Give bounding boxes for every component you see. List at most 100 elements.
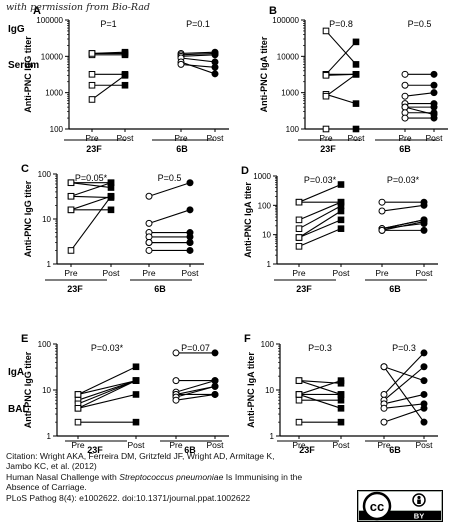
y-tick-label: 100 xyxy=(38,340,52,349)
subject-line xyxy=(381,219,425,230)
y-tick-label: 1000 xyxy=(253,172,271,181)
subject-line xyxy=(381,221,425,231)
p-value-label: P=0.3 xyxy=(392,343,416,353)
p-value-label: P=0.3 xyxy=(308,343,332,353)
subject-line xyxy=(70,182,112,197)
post-marker xyxy=(211,390,219,398)
p-value-label: P=0.5 xyxy=(158,173,182,183)
cc-circle-icon xyxy=(362,491,392,521)
pre-marker xyxy=(172,377,180,385)
x-tick-label: Pre xyxy=(375,268,389,278)
post-marker xyxy=(132,391,140,398)
pre-marker xyxy=(295,216,303,224)
subject-line xyxy=(298,210,342,238)
pre-marker xyxy=(145,246,153,254)
subject-line xyxy=(175,393,216,401)
post-marker xyxy=(337,207,345,215)
citation-title-end: Is Immunising in the xyxy=(223,471,303,482)
post-marker xyxy=(121,81,129,89)
group-label: 23F xyxy=(320,144,336,154)
post-marker xyxy=(211,382,219,390)
group-label: 6B xyxy=(389,445,401,455)
person-head-icon xyxy=(417,495,421,500)
post-marker xyxy=(211,377,219,385)
subject-line xyxy=(148,209,191,224)
row-label-iga: IgA xyxy=(8,367,24,378)
p-value-label: P=0.5 xyxy=(408,19,432,29)
subject-line xyxy=(70,182,112,189)
x-tick-label: Pre xyxy=(142,268,156,278)
panel-e: E 1 10 100 Anti-PNC IgG titer Pre Post P=0.03* 2… xyxy=(21,333,229,455)
post-marker xyxy=(211,70,219,78)
post-marker xyxy=(420,390,428,398)
subject-line xyxy=(298,184,342,203)
post-marker xyxy=(337,418,345,426)
citation-line-5: PLoS Pathog 8(4): e1002622. doi:10.1371/… xyxy=(6,492,251,503)
y-tick-label: 1 xyxy=(47,260,52,269)
pre-marker xyxy=(322,27,330,35)
citation-line-3: Human Nasal Challenge with Streptococcus… xyxy=(6,472,346,482)
subject-line xyxy=(175,380,216,393)
citation-species: Streptococcus pneumoniae xyxy=(119,471,224,482)
pre-marker xyxy=(322,72,330,79)
x-tick-label: Post xyxy=(347,133,365,143)
y-axis-label: Anti-PNC IgA titer xyxy=(243,182,253,258)
post-marker xyxy=(211,63,219,71)
y-axis-label: Anti-PNC IgA titer xyxy=(259,36,269,112)
subject-line xyxy=(325,41,357,75)
post-marker xyxy=(121,50,129,57)
x-tick-label: Pre xyxy=(174,133,188,143)
subject-line xyxy=(180,63,216,68)
subject-line xyxy=(381,204,425,212)
subject-line xyxy=(404,106,435,116)
post-marker xyxy=(107,192,115,200)
pre-marker xyxy=(378,207,386,215)
x-tick-label: Pre xyxy=(292,440,306,450)
subject-line xyxy=(77,393,137,409)
subject-line xyxy=(70,195,112,251)
y-tick-label: 1 xyxy=(267,260,272,269)
subject-line xyxy=(77,366,137,395)
post-marker xyxy=(420,226,428,234)
post-marker xyxy=(420,218,428,226)
post-marker xyxy=(352,100,360,107)
y-tick-label: 1000 xyxy=(281,89,299,98)
post-marker xyxy=(186,246,194,254)
x-tick-label: Post xyxy=(425,133,443,143)
y-tick-label: 10 xyxy=(42,215,51,224)
x-tick-label: Post xyxy=(206,133,224,143)
citation-line-1: Citation: Wright AKA, Ferreira DM, Gritz… xyxy=(6,451,275,461)
pre-marker xyxy=(172,396,180,404)
y-tick-label: 100 xyxy=(38,170,52,179)
pre-marker xyxy=(145,192,153,200)
pre-marker xyxy=(401,103,409,111)
post-marker xyxy=(352,38,360,46)
pre-marker xyxy=(172,349,180,357)
post-marker xyxy=(352,71,360,78)
post-marker xyxy=(337,225,345,232)
y-tick-label: 1000 xyxy=(45,89,63,98)
y-axis-label: Anti-PNC IgG titer xyxy=(23,36,33,113)
pre-marker xyxy=(74,405,82,412)
post-marker xyxy=(132,418,140,426)
subject-line xyxy=(91,74,126,100)
p-value-label: P=0.03* xyxy=(91,343,124,353)
citation-line-2: Jambo KC, et al. (2012) xyxy=(6,461,97,472)
post-marker xyxy=(186,206,194,214)
subject-line xyxy=(325,30,357,65)
pre-marker xyxy=(145,233,153,241)
pre-marker xyxy=(67,206,75,214)
post-marker xyxy=(337,198,345,206)
subject-line xyxy=(70,195,112,199)
panel-a: A 100 1000 10000 100000 Anti-PNC IgG titer Pre… xyxy=(23,5,229,154)
group-label: 6B xyxy=(176,144,188,154)
x-tick-label: Pre xyxy=(377,440,391,450)
pre-marker xyxy=(295,377,303,384)
panel-letter: B xyxy=(269,5,277,17)
post-marker xyxy=(132,363,140,371)
p-value-label: P=1 xyxy=(100,19,116,29)
post-marker xyxy=(337,396,345,404)
row-label-serum: Serum xyxy=(8,60,39,71)
p-value-label: P=0.07 xyxy=(181,343,210,353)
panels-layer: A 100 1000 10000 100000 Anti-PNC IgG titer Pre… xyxy=(21,5,448,455)
